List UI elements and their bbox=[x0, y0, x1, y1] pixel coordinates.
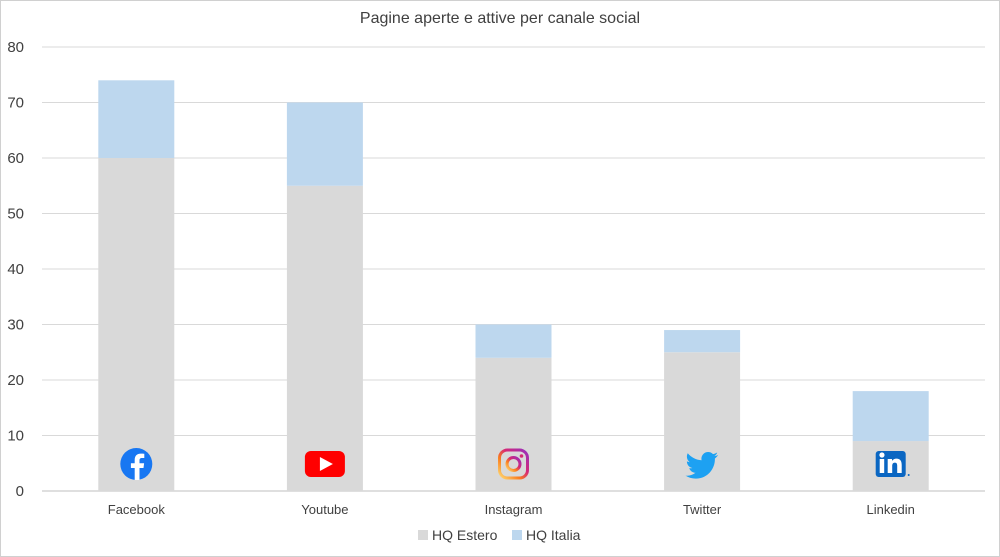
x-tick-label: Facebook bbox=[108, 502, 166, 517]
x-tick-label: Twitter bbox=[683, 502, 722, 517]
y-tick-label: 20 bbox=[7, 372, 24, 389]
bar-instagram-hq-estero bbox=[475, 357, 552, 491]
bar-youtube-hq-italia bbox=[286, 102, 363, 186]
legend-swatch bbox=[512, 530, 522, 540]
y-tick-label: 40 bbox=[7, 261, 24, 278]
bar-facebook-hq-italia bbox=[98, 80, 175, 158]
y-tick-label: 60 bbox=[7, 150, 24, 167]
bar-youtube-hq-estero bbox=[286, 185, 363, 491]
category-icons bbox=[120, 448, 910, 480]
y-tick-label: 80 bbox=[7, 39, 24, 56]
legend-swatch bbox=[418, 530, 428, 540]
twitter-icon bbox=[685, 452, 719, 479]
y-tick-label: 0 bbox=[16, 483, 24, 500]
linkedin-icon bbox=[875, 451, 910, 477]
x-tick-label: Linkedin bbox=[866, 502, 914, 517]
bars bbox=[98, 80, 929, 491]
bar-facebook-hq-estero bbox=[98, 158, 175, 491]
facebook-icon bbox=[120, 448, 153, 480]
legend: HQ Estero HQ Italia bbox=[418, 527, 581, 543]
legend-label: HQ Italia bbox=[526, 527, 581, 543]
y-tick-label: 10 bbox=[7, 428, 24, 445]
bar-linkedin-hq-italia bbox=[852, 391, 929, 442]
bar-twitter-hq-italia bbox=[664, 330, 741, 353]
y-tick-label: 70 bbox=[7, 95, 24, 112]
y-axis: 0 10 20 30 40 50 60 70 80 bbox=[7, 39, 24, 500]
bar-instagram-hq-italia bbox=[475, 324, 552, 358]
chart-title: Pagine aperte e attive per canale social bbox=[359, 10, 641, 27]
youtube-icon bbox=[304, 451, 345, 477]
legend-label: HQ Estero bbox=[432, 527, 498, 543]
x-axis: Facebook Youtube Instagram Twitter Linkedin bbox=[108, 502, 915, 517]
x-tick-label: Youtube bbox=[301, 502, 348, 517]
y-tick-label: 50 bbox=[7, 206, 24, 223]
instagram-icon bbox=[498, 448, 529, 480]
y-tick-label: 30 bbox=[7, 317, 24, 334]
x-tick-label: Instagram bbox=[485, 502, 543, 517]
